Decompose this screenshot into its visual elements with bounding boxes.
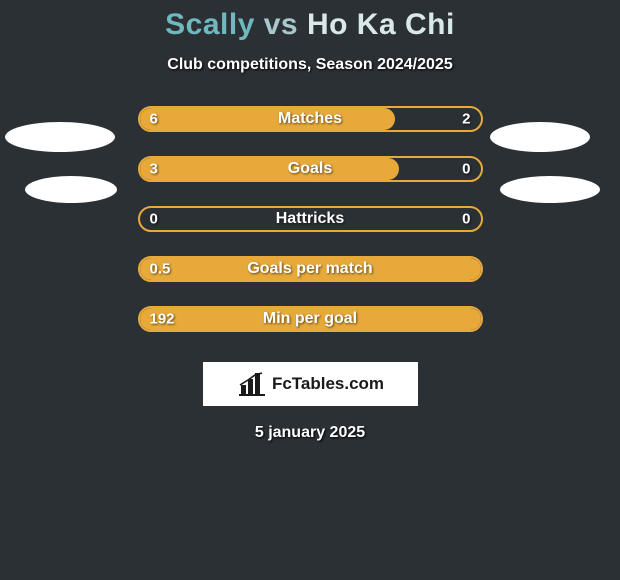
bar-track: [138, 256, 483, 282]
bar-fill: [140, 158, 399, 180]
player2-name: Ho Ka Chi: [307, 8, 455, 41]
bar-track: [138, 206, 483, 232]
date-label: 5 january 2025: [0, 424, 620, 442]
stat-row: Goals30: [138, 156, 483, 182]
bar-track: [138, 306, 483, 332]
page-title: Scally vs Ho Ka Chi: [0, 8, 620, 42]
logo-text: FcTables.com: [272, 374, 384, 394]
bar-track: [138, 106, 483, 132]
logo-box: FcTables.com: [203, 362, 418, 406]
player1-name: Scally: [165, 8, 255, 41]
comparison-card: Scally vs Ho Ka Chi Club competitions, S…: [0, 0, 620, 442]
subtitle: Club competitions, Season 2024/2025: [0, 56, 620, 74]
stat-row: Hattricks00: [138, 206, 483, 232]
stat-row: Matches62: [138, 106, 483, 132]
decor-ellipse: [5, 122, 115, 152]
decor-ellipse: [490, 122, 590, 152]
bar-fill: [140, 258, 481, 280]
bar-track: [138, 156, 483, 182]
stat-row: Min per goal192: [138, 306, 483, 332]
decor-ellipse: [500, 176, 600, 203]
decor-ellipse: [25, 176, 117, 203]
stat-row: Goals per match0.5: [138, 256, 483, 282]
bars-icon: [236, 371, 266, 397]
bar-fill: [140, 108, 396, 130]
bar-fill: [140, 308, 481, 330]
title-separator: vs: [264, 8, 298, 41]
